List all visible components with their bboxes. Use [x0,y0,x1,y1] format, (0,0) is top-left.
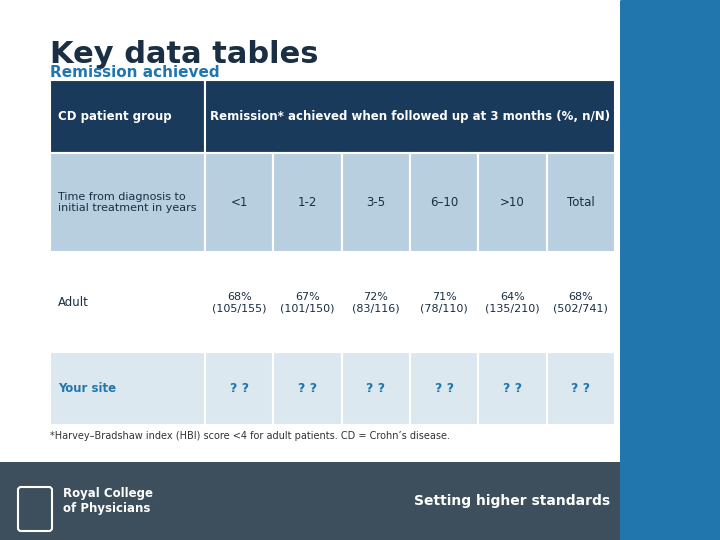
Text: *Harvey–Bradshaw index (HBI) score <4 for adult patients. CD = Crohn’s disease.: *Harvey–Bradshaw index (HBI) score <4 fo… [50,431,450,441]
Text: Adult: Adult [58,296,89,309]
Bar [50,80,205,153]
Bar [342,253,410,352]
Bar [620,0,720,540]
Bar [410,352,478,425]
Text: Time from diagnosis to
initial treatment in years: Time from diagnosis to initial treatment… [58,192,197,213]
Text: 67%
(101/150): 67% (101/150) [280,292,335,313]
Bar [274,352,342,425]
Text: Royal College
of Physicians: Royal College of Physicians [63,487,153,515]
Text: ? ?: ? ? [435,382,454,395]
Bar [342,352,410,425]
Bar [50,352,205,425]
Bar [274,153,342,253]
Bar [410,153,478,253]
Text: 1-2: 1-2 [298,196,318,209]
Text: 3-5: 3-5 [366,196,385,209]
Bar [478,253,546,352]
Text: Your site: Your site [58,382,116,395]
Bar [274,253,342,352]
Text: Remission achieved: Remission achieved [50,65,220,80]
Text: 72%
(83/116): 72% (83/116) [352,292,400,313]
Bar [546,352,615,425]
Bar [478,352,546,425]
Text: Remission* achieved when followed up at 3 months (%, n/N): Remission* achieved when followed up at … [210,110,610,123]
Bar [50,153,205,253]
Text: >10: >10 [500,196,525,209]
Text: Key data tables: Key data tables [50,40,318,69]
Bar [546,153,615,253]
Bar [205,352,274,425]
Bar [410,253,478,352]
Text: Setting higher standards: Setting higher standards [414,494,610,508]
Text: 71%
(78/110): 71% (78/110) [420,292,468,313]
Text: <1: <1 [230,196,248,209]
Text: ? ?: ? ? [230,382,248,395]
Text: 64%
(135/210): 64% (135/210) [485,292,540,313]
Bar [478,153,546,253]
Text: ? ?: ? ? [298,382,317,395]
Bar [205,153,274,253]
Text: CD patient group: CD patient group [58,110,171,123]
Text: Total: Total [567,196,595,209]
Bar [620,462,720,540]
Text: ? ?: ? ? [571,382,590,395]
Bar [546,253,615,352]
Text: 68%
(105/155): 68% (105/155) [212,292,266,313]
Bar [342,153,410,253]
Bar [205,253,274,352]
Bar [50,253,205,352]
Text: 68%
(502/741): 68% (502/741) [554,292,608,313]
Text: 6–10: 6–10 [430,196,459,209]
Text: ? ?: ? ? [366,382,385,395]
Bar [205,80,615,153]
Text: ? ?: ? ? [503,382,522,395]
Bar [0,462,620,540]
